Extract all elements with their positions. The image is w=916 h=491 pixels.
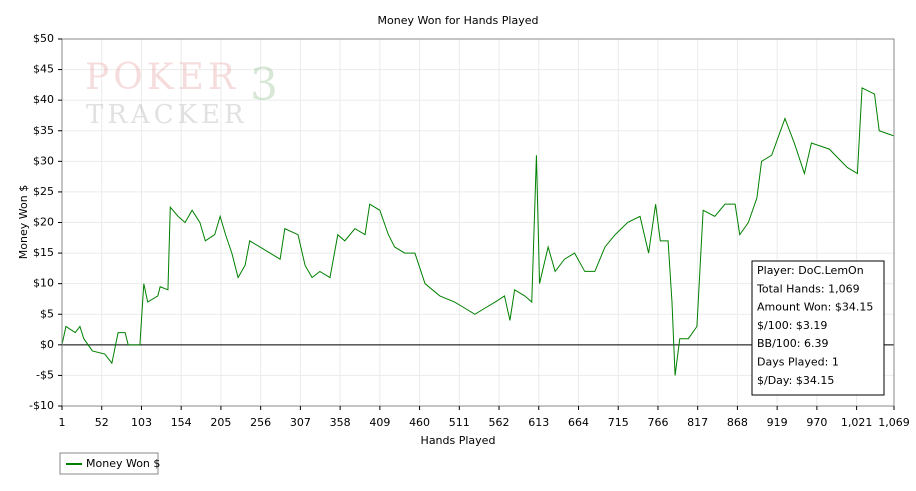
x-tick-label: 511	[449, 416, 470, 429]
info-line: Total Hands: 1,069	[756, 282, 860, 295]
legend-label: Money Won $	[86, 457, 160, 470]
y-tick-label: -$5	[36, 368, 54, 381]
x-tick-label: 817	[687, 416, 708, 429]
watermark-text: POKER	[85, 57, 239, 98]
info-line: $/100: $3.19	[757, 319, 827, 332]
info-box-frame	[751, 260, 885, 396]
info-line: $/Day: $34.15	[757, 374, 834, 387]
y-tick-label: $5	[40, 307, 54, 320]
legend-frame	[59, 452, 159, 475]
x-tick-label: 256	[250, 416, 271, 429]
x-tick-label: 460	[409, 416, 430, 429]
info-box: Player: DoC.LemOn Total Hands: 1,069 Amoun…	[751, 260, 885, 396]
x-tick-label: 868	[727, 416, 748, 429]
y-tick-label: $20	[33, 216, 54, 229]
x-tick-label: 1,069	[878, 416, 910, 429]
y-tick-label: $40	[33, 93, 54, 106]
y-tick-label: $10	[33, 277, 54, 290]
x-tick-label: 919	[767, 416, 788, 429]
x-tick-label: 664	[568, 416, 589, 429]
x-tick-label: 154	[171, 416, 192, 429]
watermark-text: 3	[250, 60, 278, 111]
x-tick-label: 409	[369, 416, 390, 429]
x-tick-label: 613	[528, 416, 549, 429]
info-line: BB/100: 6.39	[757, 337, 829, 350]
x-axis-label: Hands Played	[421, 434, 496, 447]
y-tick-label: -$10	[29, 399, 54, 412]
info-line: Player: DoC.LemOn	[757, 264, 864, 277]
y-tick-label: $35	[33, 124, 54, 137]
y-tick-label: $45	[33, 63, 54, 76]
y-tick-label: $15	[33, 246, 54, 259]
x-tick-label: 766	[647, 416, 668, 429]
x-tick-label: 1,021	[841, 416, 873, 429]
data-line	[61, 87, 895, 376]
legend: Money Won $	[59, 452, 160, 475]
y-tick-label: $50	[33, 32, 54, 45]
x-tick-label: 307	[290, 416, 311, 429]
watermark: POKER TRACKER 3	[85, 57, 278, 130]
chart-title: Money Won for Hands Played	[378, 14, 539, 27]
info-line: Amount Won: $34.15	[757, 301, 873, 314]
x-tick-label: 715	[608, 416, 629, 429]
y-tick-label: $0	[40, 338, 54, 351]
watermark-text: TRACKER	[86, 100, 248, 130]
x-tick-label: 562	[489, 416, 510, 429]
x-tick-label: 205	[210, 416, 231, 429]
y-axis-label: Money Won $	[17, 185, 30, 259]
info-line: Days Played: 1	[757, 356, 839, 369]
y-tick-label: $30	[33, 154, 54, 167]
x-tick-label: 103	[131, 416, 152, 429]
x-tick-label: 970	[806, 416, 827, 429]
x-tick-label: 358	[330, 416, 351, 429]
x-tick-label: 1	[59, 416, 66, 429]
y-tick-label: $25	[33, 185, 54, 198]
x-tick-label: 52	[95, 416, 109, 429]
